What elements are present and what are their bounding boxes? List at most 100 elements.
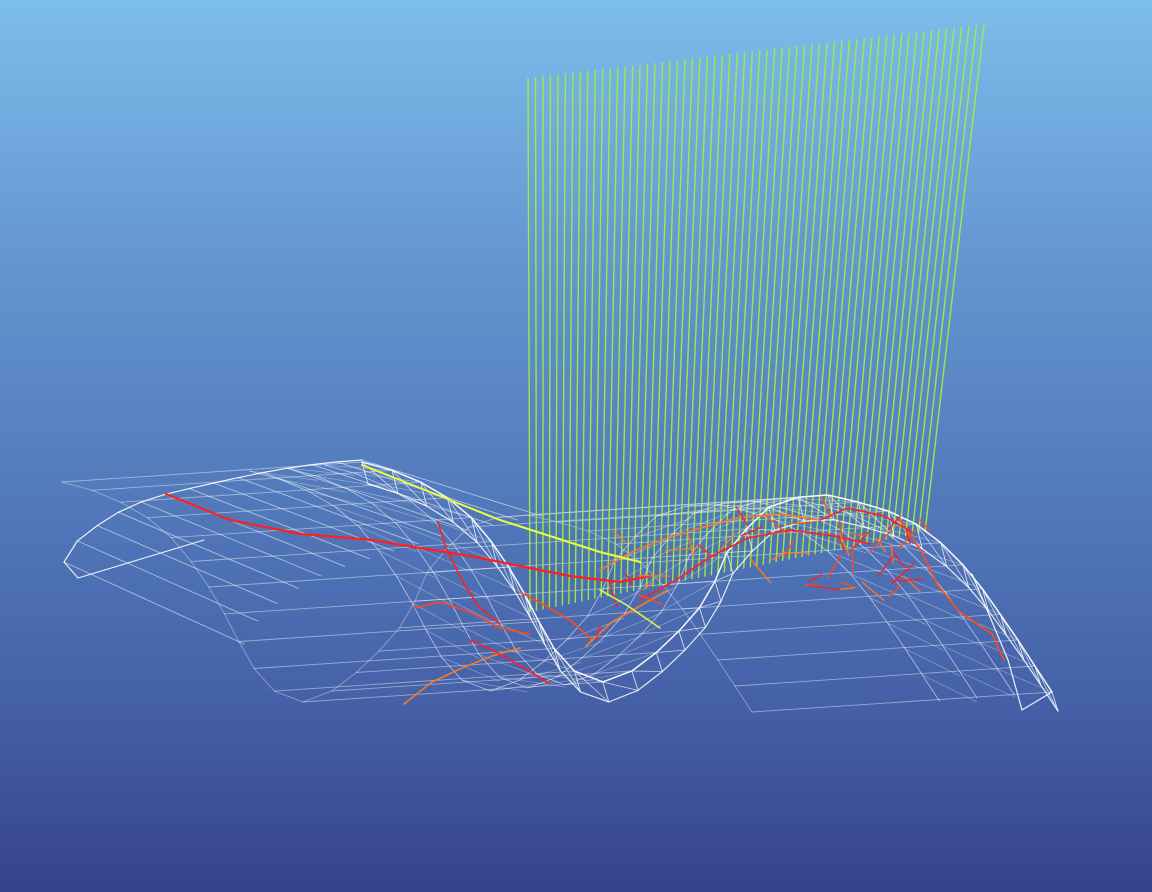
mesh-diagonal [631,670,663,672]
mesh-diagonal [902,545,964,566]
flow-path-spike [740,526,763,537]
flow-path-spike [838,532,850,557]
ray-line [879,30,933,542]
ray-line [820,38,866,554]
mesh-diagonal [519,662,582,681]
ray-line [794,41,836,559]
trajectory-segment [599,589,661,629]
mesh-diagonal [536,673,604,683]
flow-path-spike [861,581,885,601]
ray-line [891,28,948,539]
mesh-diagonal [286,467,355,476]
flow-path-branch [469,639,551,685]
mesh-depth-line [63,561,245,645]
mesh-diagonal [543,640,605,662]
mesh-diagonal [446,497,478,543]
mesh-diagonal [586,590,641,618]
ray-line [723,51,753,573]
flow-path-spike [664,547,699,552]
ray-line [885,29,940,540]
mesh-depth-line [717,639,1019,661]
mesh-diagonal [746,528,776,531]
mesh-diagonal [915,523,948,568]
mesh-rib [940,542,948,568]
ray-line [620,65,634,594]
flow-path-spike [877,555,894,577]
mesh-diagonal [489,680,558,692]
flow-path-spike [613,531,626,543]
mesh-rib [553,648,561,671]
mesh-diagonal [760,494,829,501]
ray-line [924,23,985,533]
mesh-depth-line [751,691,1053,713]
mesh-diagonal [1034,665,1059,712]
mesh-left-end [63,539,205,579]
mesh-diagonal [433,520,492,542]
mesh-depth-line [426,552,728,573]
mesh-diagonal [887,622,944,651]
mesh-diagonal [924,619,981,646]
mesh-depth-line [120,481,422,503]
mesh-diagonal [722,499,791,504]
mesh-diagonal [639,557,690,588]
ray-line [684,56,709,581]
ray-line [561,73,567,606]
ray-line [607,67,619,597]
mesh-rib [1017,639,1025,661]
mesh-diagonal [580,635,642,659]
ray-line [801,40,843,557]
trajectory-curve [361,464,661,629]
ray-line [898,27,955,538]
mesh-diagonal [420,481,454,523]
flow-path-branch [413,601,531,635]
flow-path-spike [697,543,711,556]
ray-line [743,48,776,569]
flow-path-spike [890,543,894,564]
mesh-diagonal [689,528,747,556]
mesh-diagonal [395,575,450,605]
mesh-rib [538,621,546,645]
mesh-diagonal [556,657,620,678]
mesh-diagonal [453,544,510,568]
mesh-lower-rim [367,483,1059,712]
mesh-depth-line [237,477,419,545]
mesh-diagonal [790,497,859,503]
mesh-diagonal [655,649,686,653]
flow-path-branch [403,647,521,705]
mesh-diagonal [922,674,978,703]
flow-path-spike [783,539,795,558]
mesh-diagonal [594,652,657,675]
mesh-depth-line [699,613,1001,635]
mesh-diagonal [425,630,480,659]
mesh-rib [420,481,428,507]
ray-line [781,43,821,561]
mesh-rib [857,501,865,528]
mesh-diagonal [678,626,706,632]
mesh-diagonal [1017,639,1042,686]
mesh-depth-line [662,564,964,586]
mesh-depth-line [527,494,829,516]
mesh-diagonal [334,506,397,528]
ray-line [587,69,596,601]
mesh-depth-line [587,510,889,532]
ray-line [555,74,559,607]
mesh-diagonal [633,516,695,539]
mesh-diagonal [470,569,525,595]
mesh-diagonal [671,511,732,536]
mesh-depth-line [146,497,448,519]
mesh-diagonal [564,670,633,686]
mesh-rib [714,580,722,602]
mesh-rib [524,593,531,619]
ray-line [917,24,978,534]
flow-path-main [164,492,652,584]
mesh-diagonal [980,642,1036,667]
flow-path-branch [639,529,871,601]
mesh-depth-line [190,541,492,562]
mesh-rib [655,652,663,672]
mesh-diagonal [850,513,917,525]
mesh-diagonal [869,597,926,625]
mesh-rib [699,607,706,628]
mesh-diagonal [566,617,625,641]
